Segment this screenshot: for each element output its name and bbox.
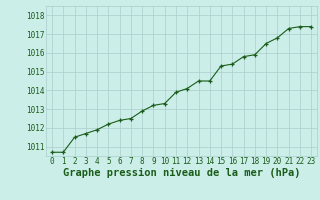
- X-axis label: Graphe pression niveau de la mer (hPa): Graphe pression niveau de la mer (hPa): [63, 168, 300, 178]
